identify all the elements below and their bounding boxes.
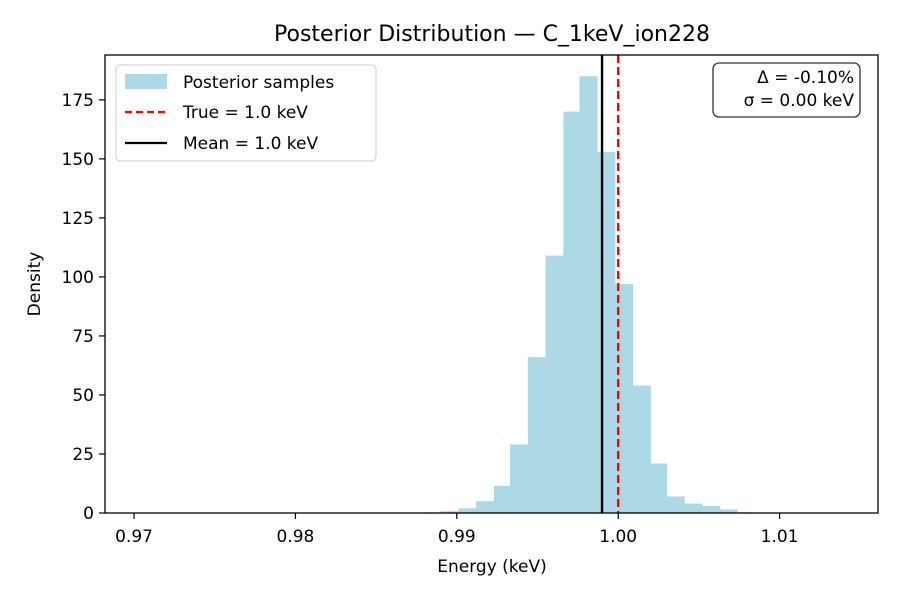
histogram-bar — [614, 284, 634, 513]
legend-label-true: True = 1.0 keV — [182, 103, 308, 123]
histogram-bar — [579, 76, 598, 513]
legend-box — [115, 64, 377, 162]
histogram-bar — [545, 255, 564, 514]
y-tick-label: 175 — [62, 91, 94, 111]
x-tick-label: 1.00 — [599, 527, 637, 547]
y-tick-label: 25 — [72, 445, 94, 465]
y-tick-label: 150 — [62, 150, 94, 170]
y-tick-label: 100 — [62, 268, 94, 288]
legend: Posterior samples True = 1.0 keV Mean = … — [115, 64, 377, 162]
x-tick-label: 0.97 — [115, 527, 153, 547]
histogram-bar — [684, 503, 703, 513]
plot-frame — [104, 54, 879, 514]
histogram-bar — [493, 485, 511, 513]
y-tick-label: 75 — [72, 327, 94, 347]
x-tick-label: 0.98 — [276, 527, 314, 547]
stats-delta-text: Δ = -0.10% — [757, 68, 854, 88]
stats-annotation-box — [712, 62, 861, 118]
histogram-bar — [458, 508, 477, 513]
histogram-bar — [440, 511, 459, 513]
histogram-bar — [563, 111, 580, 513]
y-axis-label: Density — [25, 252, 45, 317]
histogram-bar — [510, 444, 529, 513]
histogram-bar — [597, 151, 616, 514]
legend-label-mean: Mean = 1.0 keV — [183, 134, 319, 154]
histogram-bar — [650, 463, 667, 513]
chart-title: Posterior Distribution — C_1keV_ion228 — [274, 22, 710, 47]
histogram-bar — [702, 505, 721, 513]
y-tick-label: 0 — [83, 504, 94, 524]
stats-annotation: Δ = -0.10% σ = 0.00 keV — [712, 62, 861, 118]
x-tick-label: 1.01 — [761, 527, 799, 547]
x-tick-label: 0.99 — [438, 527, 476, 547]
stats-sigma-text: σ = 0.00 keV — [744, 91, 855, 111]
legend-patch-posterior — [125, 74, 167, 89]
y-tick-label: 125 — [62, 209, 94, 229]
histogram-bar — [476, 501, 495, 513]
histogram-bar — [666, 496, 685, 513]
reference-lines — [600, 55, 620, 513]
x-axis-ticks: 0.97 0.98 0.99 1.00 1.01 — [115, 513, 798, 547]
y-tick-label: 50 — [72, 386, 94, 406]
legend-label-posterior: Posterior samples — [183, 73, 334, 93]
histogram-bar — [719, 509, 738, 513]
x-axis-label: Energy (keV) — [437, 557, 547, 577]
histogram-bars — [406, 76, 755, 514]
histogram-bar — [527, 357, 546, 513]
histogram-bar — [632, 385, 651, 513]
y-axis-ticks: 0 25 50 75 100 125 150 175 — [62, 91, 105, 524]
